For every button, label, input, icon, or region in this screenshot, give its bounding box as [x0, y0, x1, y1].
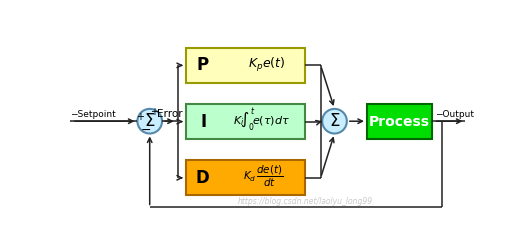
Circle shape: [322, 109, 347, 133]
Text: $\mathbf{D}$: $\mathbf{D}$: [195, 169, 210, 187]
Text: Error: Error: [157, 109, 183, 119]
Text: $K_i\!\int_0^t\! e(\tau)d\tau$: $K_i\!\int_0^t\! e(\tau)d\tau$: [233, 106, 290, 134]
Text: $K_d\,\dfrac{de(t)}{dt}$: $K_d\,\dfrac{de(t)}{dt}$: [243, 164, 283, 189]
Bar: [186, 161, 305, 195]
Bar: [186, 104, 305, 139]
Circle shape: [137, 109, 162, 133]
Text: +: +: [150, 107, 158, 117]
Text: $\mathbf{I}$: $\mathbf{I}$: [199, 113, 206, 131]
Text: Σ: Σ: [145, 112, 155, 130]
Text: https://blog.csdn.net/laolyu_long99: https://blog.csdn.net/laolyu_long99: [238, 197, 373, 206]
Text: −Output: −Output: [435, 110, 473, 119]
Bar: [367, 104, 432, 139]
Text: Σ: Σ: [329, 112, 340, 130]
Text: $\mathbf{P}$: $\mathbf{P}$: [196, 56, 210, 74]
Text: Process: Process: [369, 114, 430, 129]
Text: −Setpoint: −Setpoint: [69, 110, 115, 119]
Text: $K_p e(t)$: $K_p e(t)$: [248, 56, 286, 74]
Bar: [186, 48, 305, 83]
Text: −: −: [140, 124, 151, 137]
Text: +: +: [136, 112, 144, 122]
